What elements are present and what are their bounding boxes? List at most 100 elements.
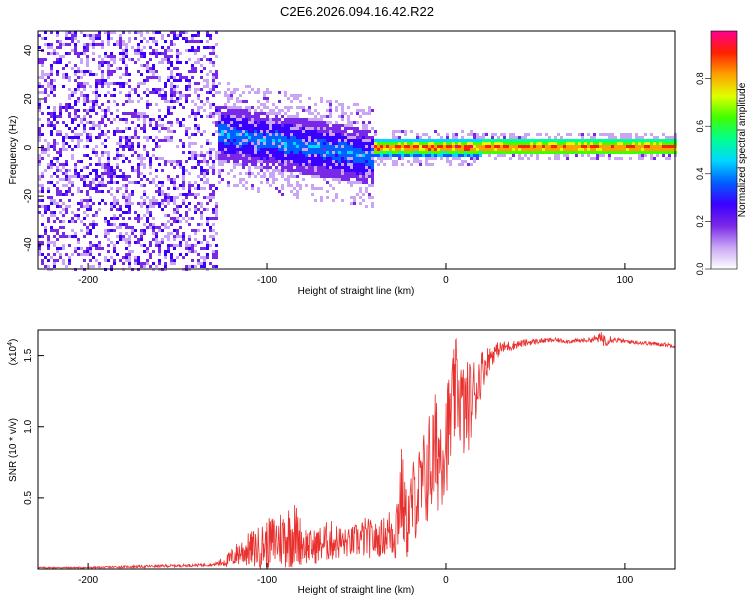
spectrogram-cell — [365, 190, 368, 193]
spectrogram-cell — [182, 238, 185, 241]
spectrogram-cell — [170, 259, 173, 262]
spectrogram-cell — [134, 115, 137, 118]
spectrogram-cell — [293, 175, 296, 178]
spectrogram-cell — [515, 139, 518, 142]
spectrogram-cell — [356, 193, 359, 196]
spectrogram-cell — [50, 67, 53, 70]
spectrogram-cell — [236, 106, 239, 109]
spectrogram-cell — [110, 82, 113, 85]
spectrogram-cell — [248, 103, 251, 106]
spectrogram-cell — [107, 205, 110, 208]
spectrogram-cell — [41, 259, 44, 262]
spectrogram-cell — [284, 169, 287, 172]
spectrogram-cell — [347, 115, 350, 118]
spectrogram-cell — [143, 91, 146, 94]
spectrogram-cell — [287, 145, 290, 148]
spectrogram-cell — [98, 43, 101, 46]
spectrogram-cell — [263, 112, 266, 115]
spectrogram-cell — [95, 85, 98, 88]
spectrogram-cell — [410, 148, 413, 151]
spectrogram-cell — [332, 133, 335, 136]
spectrogram-cell — [320, 139, 323, 142]
spectrogram-cell — [224, 169, 227, 172]
spectrogram-cell — [95, 235, 98, 238]
spectrogram-cell — [53, 145, 56, 148]
spectrogram-cell — [95, 184, 98, 187]
spectrogram-cell — [335, 157, 338, 160]
spectrogram-cell — [473, 142, 476, 145]
spectrogram-cell — [155, 226, 158, 229]
spectrogram-cell — [323, 151, 326, 154]
spectrogram-cell — [59, 109, 62, 112]
spectrogram-cell — [611, 151, 614, 154]
spectrogram-cell — [86, 247, 89, 250]
spectrogram-cell — [446, 145, 449, 148]
spectrogram-cell — [242, 91, 245, 94]
spectrogram-cell — [278, 133, 281, 136]
spectrogram-cell — [194, 91, 197, 94]
spectrogram-cell — [320, 151, 323, 154]
spectrogram-cell — [425, 151, 428, 154]
spectrogram-cell — [179, 220, 182, 223]
spectrogram-cell — [296, 169, 299, 172]
spectrogram-cell — [134, 172, 137, 175]
spectrogram-cell — [251, 154, 254, 157]
spectrogram-cell — [215, 70, 218, 73]
spectrogram-cell — [356, 190, 359, 193]
spectrogram-cell — [257, 118, 260, 121]
spectrogram-cell — [392, 154, 395, 157]
spectrogram-cell — [56, 31, 59, 34]
spectrogram-cell — [155, 169, 158, 172]
spectrogram-cell — [362, 109, 365, 112]
spectrogram-cell — [65, 73, 68, 76]
spectrogram-cell — [89, 43, 92, 46]
spectrogram-cell — [302, 133, 305, 136]
spectrogram-cell — [263, 166, 266, 169]
spectrogram-cell — [77, 124, 80, 127]
spectrogram-cell — [158, 250, 161, 253]
spectrogram-cell — [287, 133, 290, 136]
spectrogram-cell — [353, 121, 356, 124]
spectrogram-cell — [407, 151, 410, 154]
spectrogram-cell — [449, 154, 452, 157]
spectrogram-cell — [146, 181, 149, 184]
spectrogram-cell — [341, 139, 344, 142]
spectrogram-cell — [101, 115, 104, 118]
spectrogram-cell — [305, 169, 308, 172]
spectrogram-cell — [191, 109, 194, 112]
spectrogram-cell — [56, 247, 59, 250]
spectrogram-cell — [182, 217, 185, 220]
spectrogram-cell — [359, 166, 362, 169]
spectrogram-cell — [158, 193, 161, 196]
spectrogram-cell — [200, 214, 203, 217]
spectrogram-cell — [215, 31, 218, 34]
spectrogram-cell — [230, 172, 233, 175]
spectrogram-cell — [263, 109, 266, 112]
spectrogram-cell — [83, 97, 86, 100]
spectrogram-cell — [218, 145, 221, 148]
spectrogram-cell — [278, 166, 281, 169]
spectrogram-cell — [296, 193, 299, 196]
spectrogram-cell — [572, 148, 575, 151]
spectrogram-cell — [44, 160, 47, 163]
spectrogram-cell — [260, 127, 263, 130]
spectrogram-cell — [314, 154, 317, 157]
spectrogram-cell — [221, 169, 224, 172]
spectrogram-cell — [227, 124, 230, 127]
spectrogram-cell — [68, 94, 71, 97]
spectrogram-cell — [125, 64, 128, 67]
colorbar-ticks: 0.00.20.40.60.8 — [695, 72, 711, 275]
spectrogram-cell — [455, 157, 458, 160]
spectrogram-cell — [167, 214, 170, 217]
spectrogram-cell — [371, 175, 374, 178]
spectrogram-cell — [251, 187, 254, 190]
spectrogram-cell — [278, 97, 281, 100]
spectrogram-cell — [239, 175, 242, 178]
spectrogram-cell — [245, 178, 248, 181]
spectrogram-cell — [89, 208, 92, 211]
spectrogram-cell — [41, 163, 44, 166]
spectrogram-cell — [107, 226, 110, 229]
spectrogram-cell — [161, 256, 164, 259]
spectrogram-cell — [101, 166, 104, 169]
spectrogram-cell — [380, 160, 383, 163]
